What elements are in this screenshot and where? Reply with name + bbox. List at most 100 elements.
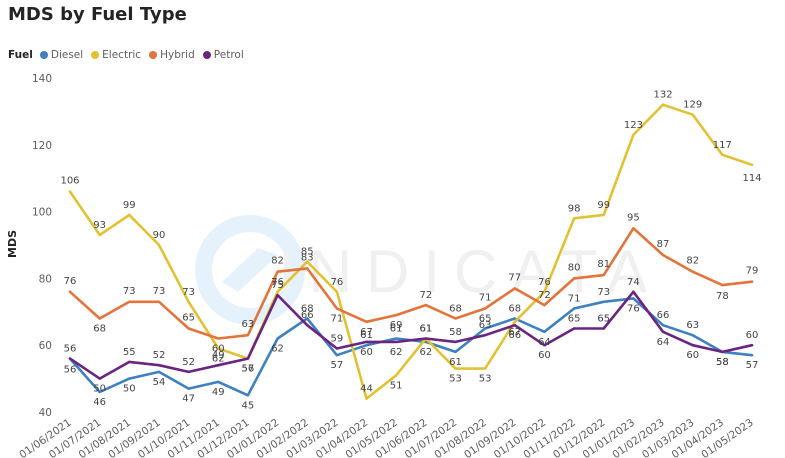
data-point-petrol[interactable]	[246, 357, 250, 360]
data-point-petrol[interactable]	[217, 364, 220, 367]
data-point-hybrid[interactable]	[454, 317, 457, 320]
series-line-petrol[interactable]	[68, 290, 754, 380]
data-point-hybrid[interactable]	[187, 327, 190, 330]
data-point-electric[interactable]	[98, 233, 101, 237]
data-point-electric[interactable]	[572, 217, 576, 220]
data-point-diesel[interactable]	[602, 300, 605, 303]
data-point-hybrid[interactable]	[68, 290, 72, 293]
legend-item-electric[interactable]: Electric	[91, 49, 141, 61]
data-point-electric[interactable]	[365, 397, 368, 400]
legend-item-petrol[interactable]: Petrol	[202, 49, 244, 61]
data-point-electric[interactable]	[335, 290, 339, 293]
data-point-petrol[interactable]	[306, 323, 309, 327]
data-point-petrol[interactable]	[483, 333, 487, 337]
data-point-electric[interactable]	[691, 113, 694, 116]
data-point-petrol[interactable]	[394, 340, 398, 344]
data-point-diesel[interactable]	[572, 307, 576, 310]
data-label-electric: 114	[742, 173, 761, 184]
data-point-petrol[interactable]	[68, 357, 72, 360]
data-point-hybrid[interactable]	[572, 277, 576, 280]
data-point-hybrid[interactable]	[721, 283, 724, 287]
data-point-petrol[interactable]	[98, 377, 101, 380]
data-point-diesel[interactable]	[217, 380, 220, 384]
series-line-hybrid[interactable]	[68, 227, 754, 340]
data-point-petrol[interactable]	[276, 293, 279, 297]
data-point-hybrid[interactable]	[661, 253, 665, 257]
data-label-hybrid: 82	[686, 256, 699, 267]
data-point-hybrid[interactable]	[217, 337, 220, 340]
data-point-petrol[interactable]	[513, 323, 516, 327]
data-point-hybrid[interactable]	[365, 320, 368, 324]
data-point-petrol[interactable]	[602, 327, 605, 330]
data-point-diesel[interactable]	[513, 317, 516, 320]
data-point-diesel[interactable]	[246, 394, 250, 397]
data-point-hybrid[interactable]	[750, 280, 754, 283]
data-point-petrol[interactable]	[157, 364, 161, 367]
legend-item-diesel[interactable]: Diesel	[39, 49, 83, 61]
data-point-petrol[interactable]	[335, 347, 339, 350]
data-point-diesel[interactable]	[306, 317, 309, 320]
data-point-diesel[interactable]	[128, 377, 131, 380]
data-point-electric[interactable]	[454, 367, 457, 370]
data-point-petrol[interactable]	[128, 360, 131, 364]
data-point-hybrid[interactable]	[157, 300, 161, 303]
data-point-electric[interactable]	[632, 133, 635, 136]
data-point-electric[interactable]	[187, 300, 190, 303]
data-point-petrol[interactable]	[750, 344, 754, 347]
data-point-electric[interactable]	[217, 347, 220, 350]
data-point-hybrid[interactable]	[483, 307, 487, 310]
data-point-hybrid[interactable]	[306, 267, 309, 270]
data-point-hybrid[interactable]	[513, 287, 516, 290]
data-point-diesel[interactable]	[543, 330, 546, 334]
data-point-petrol[interactable]	[632, 290, 635, 293]
data-point-diesel[interactable]	[691, 333, 694, 337]
data-point-petrol[interactable]	[365, 340, 368, 344]
data-point-electric[interactable]	[602, 213, 605, 217]
data-point-hybrid[interactable]	[98, 317, 101, 320]
data-point-electric[interactable]	[128, 213, 131, 217]
data-point-diesel[interactable]	[365, 344, 368, 347]
data-point-electric[interactable]	[306, 260, 309, 263]
data-point-electric[interactable]	[721, 153, 724, 157]
data-point-electric[interactable]	[276, 290, 279, 293]
data-point-hybrid[interactable]	[424, 303, 428, 307]
data-point-electric[interactable]	[750, 163, 754, 167]
data-point-petrol[interactable]	[572, 327, 576, 330]
data-point-diesel[interactable]	[276, 337, 279, 340]
data-point-electric[interactable]	[543, 290, 546, 293]
data-point-hybrid[interactable]	[276, 270, 279, 273]
data-point-hybrid[interactable]	[543, 303, 546, 307]
data-point-electric[interactable]	[157, 243, 161, 247]
data-point-diesel[interactable]	[632, 297, 635, 300]
data-point-petrol[interactable]	[691, 344, 694, 347]
data-point-hybrid[interactable]	[335, 307, 339, 310]
data-point-petrol[interactable]	[454, 340, 457, 344]
data-point-diesel[interactable]	[187, 387, 190, 390]
data-point-petrol[interactable]	[543, 344, 546, 347]
data-point-electric[interactable]	[483, 367, 487, 370]
data-point-diesel[interactable]	[157, 370, 161, 374]
series-line-electric[interactable]	[68, 103, 754, 400]
data-point-hybrid[interactable]	[394, 313, 398, 317]
data-point-petrol[interactable]	[721, 350, 724, 354]
data-point-diesel[interactable]	[661, 323, 665, 327]
data-point-hybrid[interactable]	[602, 273, 605, 277]
data-point-diesel[interactable]	[394, 337, 398, 340]
data-point-diesel[interactable]	[750, 354, 754, 357]
data-point-diesel[interactable]	[454, 350, 457, 354]
data-point-electric[interactable]	[68, 190, 72, 193]
data-point-diesel[interactable]	[98, 390, 101, 394]
data-point-electric[interactable]	[513, 320, 516, 324]
data-point-hybrid[interactable]	[128, 300, 131, 303]
data-point-hybrid[interactable]	[632, 227, 635, 230]
data-point-petrol[interactable]	[661, 330, 665, 334]
data-point-electric[interactable]	[661, 103, 665, 106]
data-point-diesel[interactable]	[335, 354, 339, 357]
data-point-hybrid[interactable]	[246, 333, 250, 337]
data-point-petrol[interactable]	[187, 370, 190, 374]
data-point-diesel[interactable]	[483, 327, 487, 330]
legend-item-hybrid[interactable]: Hybrid	[149, 49, 195, 61]
data-point-electric[interactable]	[394, 374, 398, 377]
data-point-petrol[interactable]	[424, 337, 428, 340]
data-point-hybrid[interactable]	[691, 270, 694, 273]
